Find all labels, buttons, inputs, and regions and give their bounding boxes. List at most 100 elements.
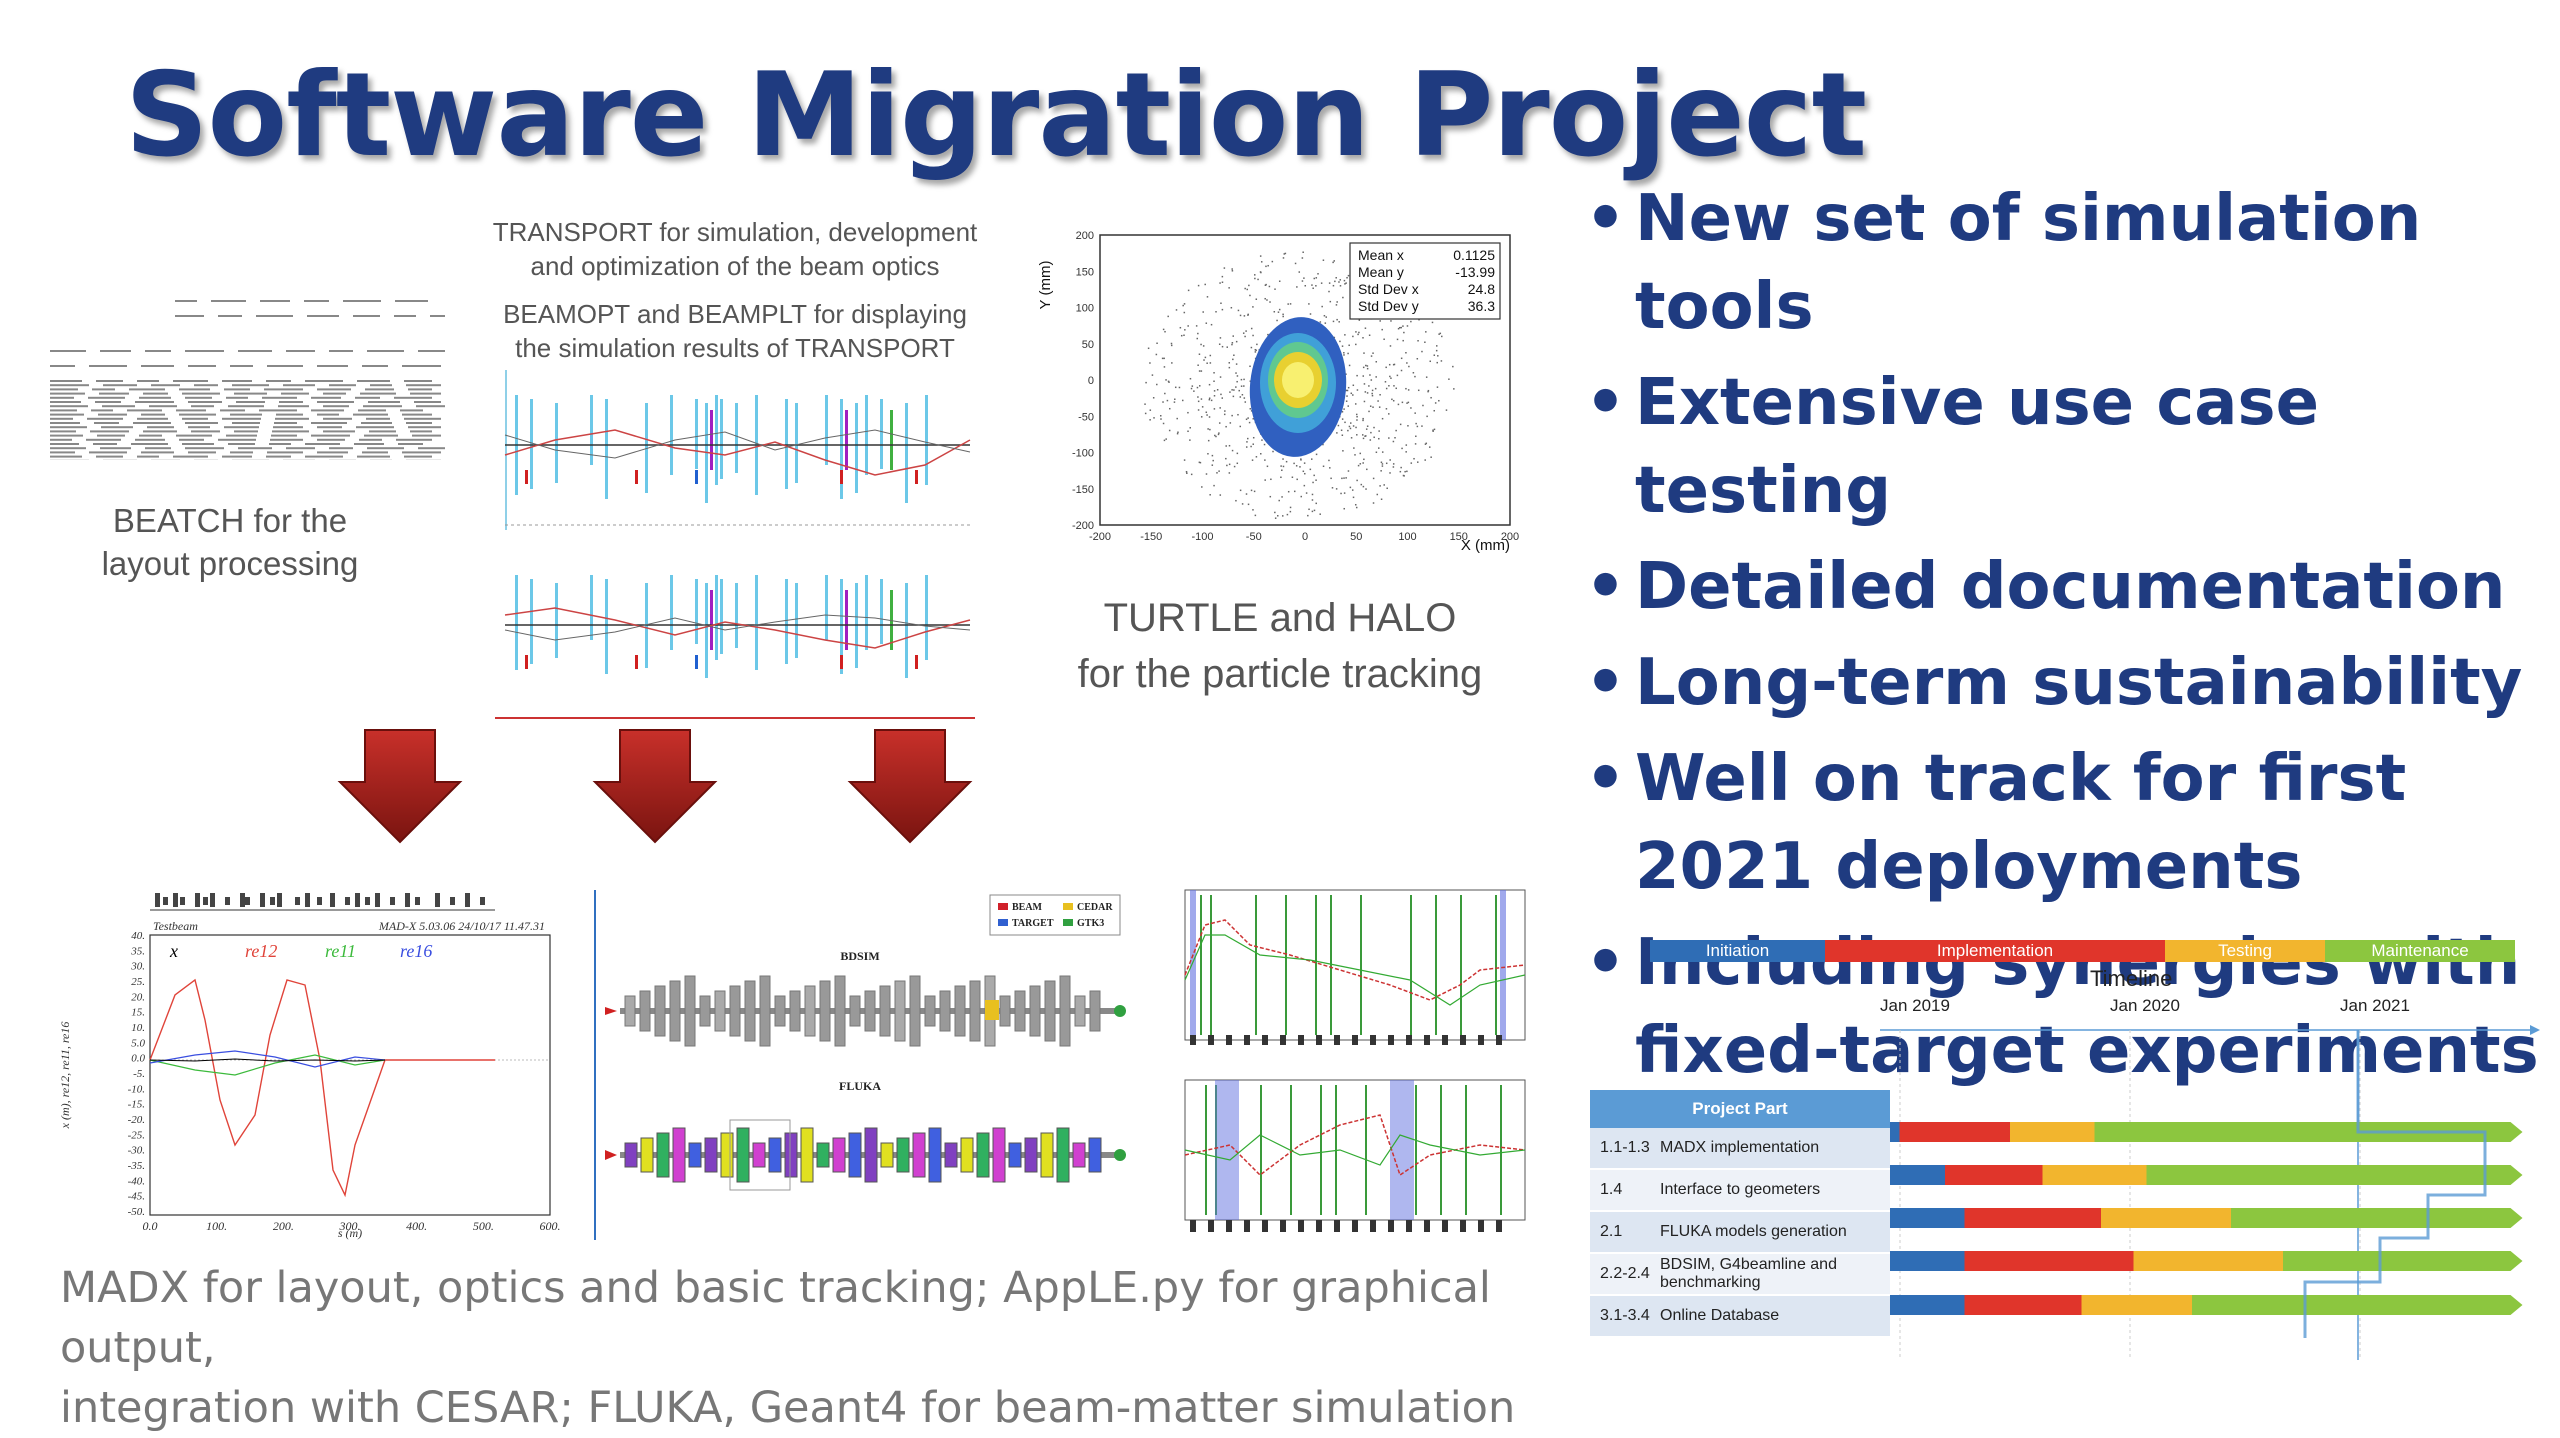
project-part-header: Project Part <box>1590 1090 1890 1128</box>
timeline-year-2020: Jan 2020 <box>2110 996 2180 1016</box>
transport-caption-line1: TRANSPORT for simulation, development <box>455 215 1015 249</box>
beatch-caption-line1: BEATCH for the <box>60 500 400 543</box>
hist-ytick: -100 <box>1072 448 1094 460</box>
phase-maintenance: Maintenance <box>2325 940 2515 962</box>
hist-ytick: -50 <box>1078 411 1094 423</box>
hist-xtick: 50 <box>1350 531 1362 543</box>
timeline-year-2021: Jan 2021 <box>2340 996 2410 1016</box>
hist-xtick: -150 <box>1140 531 1162 543</box>
project-part-number: 2.1 <box>1600 1223 1660 1241</box>
hist-stat-label: Mean x <box>1358 247 1404 263</box>
beamopt-caption-line1: BEAMOPT and BEAMPLT for displaying <box>455 297 1015 331</box>
madx-legend-item: x <box>169 941 178 961</box>
beatch-caption-line2: layout processing <box>60 543 400 586</box>
hist-ytick: 150 <box>1076 266 1094 278</box>
geometry-legend-item: GTK3 <box>1077 918 1104 929</box>
bullet-simulation-tools: New set of simulation tools <box>1585 175 2555 351</box>
project-part-name: Interface to geometers <box>1660 1181 1890 1199</box>
madx-xtick: 400. <box>406 1219 427 1233</box>
project-part-name: MADX implementation <box>1660 1139 1890 1157</box>
hist-ytick: 50 <box>1082 339 1094 351</box>
geometry-legend-item: TARGET <box>1012 918 1054 929</box>
madx-xtick: 500. <box>473 1219 494 1233</box>
hist-ytick: 0 <box>1088 375 1094 387</box>
slide-title: Software Migration Project <box>125 48 1866 183</box>
madx-ytick: -40. <box>128 1175 145 1187</box>
hist-ylabel: Y (mm) <box>1037 261 1054 310</box>
hist-ytick: -200 <box>1072 520 1094 532</box>
bullet-use-case-testing: Extensive use case testing <box>1585 359 2555 535</box>
madx-legend-item: re12 <box>245 941 277 961</box>
madx-ytick: -15. <box>128 1099 145 1111</box>
beamopt-caption-line2: the simulation results of TRANSPORT <box>455 331 1015 365</box>
madx-caption-line1: MADX for layout, optics and basic tracki… <box>60 1258 1580 1378</box>
hist-xtick: -200 <box>1089 531 1111 543</box>
migration-arrows <box>320 720 980 850</box>
madx-ytick: -30. <box>128 1145 145 1157</box>
arrow-down-icon-2 <box>595 730 715 842</box>
madx-caption-line2: integration with CESAR; FLUKA, Geant4 fo… <box>60 1378 1580 1438</box>
transport-caption: TRANSPORT for simulation, development an… <box>455 215 1015 365</box>
madx-ytick: 10. <box>131 1022 145 1034</box>
hist-stat-label: Std Dev x <box>1358 281 1419 297</box>
madx-xtick: 200. <box>273 1219 294 1233</box>
project-part-name: FLUKA models generation <box>1660 1223 1890 1241</box>
hist-stat-value: 36.3 <box>1468 298 1495 314</box>
arrow-down-icon-1 <box>340 730 460 842</box>
project-part-number: 1.1-1.3 <box>1600 1139 1660 1157</box>
optics-plot-lower <box>505 575 970 678</box>
timeline-title: Timeline <box>2090 966 2172 992</box>
bullet-documentation: Detailed documentation <box>1585 543 2555 631</box>
timeline-year-2019: Jan 2019 <box>1880 996 1950 1016</box>
madx-ylabel: x (m), re12, re11, re16 <box>58 1022 72 1130</box>
madx-legend-item: re11 <box>325 941 356 961</box>
phase-implementation: Implementation <box>1825 940 2165 962</box>
apple-plot-upper <box>1185 890 1525 1045</box>
geometry-legend-item: BEAM <box>1012 902 1043 913</box>
madx-stamp: MAD-X 5.03.06 24/10/17 11.47.31 <box>378 919 545 933</box>
madx-ytick: 0.0 <box>131 1053 145 1065</box>
key-points-list: New set of simulation tools Extensive us… <box>1585 175 2555 1103</box>
madx-ytick: -5. <box>133 1068 145 1080</box>
madx-ytick: 25. <box>131 976 145 988</box>
hist-xlabel: X (mm) <box>1461 537 1510 554</box>
hist-xtick: 100 <box>1398 531 1416 543</box>
fluka-beamline <box>605 1120 1126 1190</box>
madx-legend-item: re16 <box>400 941 432 961</box>
bdsim-label: BDSIM <box>840 949 879 963</box>
madx-ytick: 20. <box>131 991 145 1003</box>
hist-stat-value: 24.8 <box>1468 281 1495 297</box>
madx-ytick: -20. <box>128 1114 145 1126</box>
hist-xtick: -50 <box>1246 531 1262 543</box>
madx-xtick: 0.0 <box>143 1219 158 1233</box>
project-part-name: Online Database <box>1660 1307 1890 1325</box>
fluka-label: FLUKA <box>839 1079 881 1093</box>
madx-ytick: -25. <box>128 1129 145 1141</box>
geometry-legend-item: CEDAR <box>1077 902 1113 913</box>
project-part-number: 3.1-3.4 <box>1600 1307 1660 1325</box>
hist-ytick: 200 <box>1076 230 1094 242</box>
timeline-gantt-bars <box>1880 1020 2540 1360</box>
transport-optics-plot <box>495 370 975 720</box>
turtle-caption-line2: for the particle tracking <box>1030 646 1530 702</box>
madx-ytick: 40. <box>131 930 145 942</box>
hist-ytick: -150 <box>1072 484 1094 496</box>
bullet-sustainability: Long-term sustainability <box>1585 639 2555 727</box>
optics-plot-upper <box>505 370 970 530</box>
hist-xtick: 0 <box>1302 531 1308 543</box>
hist-ytick: 100 <box>1076 303 1094 315</box>
turtle-caption: TURTLE and HALO for the particle trackin… <box>1030 590 1530 702</box>
hist-stat-value: -13.99 <box>1455 264 1495 280</box>
transport-caption-line2: and optimization of the beam optics <box>455 249 1015 283</box>
madx-caption: MADX for layout, optics and basic tracki… <box>60 1258 1580 1438</box>
beatch-text-lines <box>45 230 445 460</box>
madx-xtick: 100. <box>206 1219 227 1233</box>
madx-ytick: 35. <box>130 945 145 957</box>
madx-xtick: 600. <box>540 1219 561 1233</box>
timeline-phase-bar: Initiation Implementation Testing Mainte… <box>1650 940 2515 962</box>
